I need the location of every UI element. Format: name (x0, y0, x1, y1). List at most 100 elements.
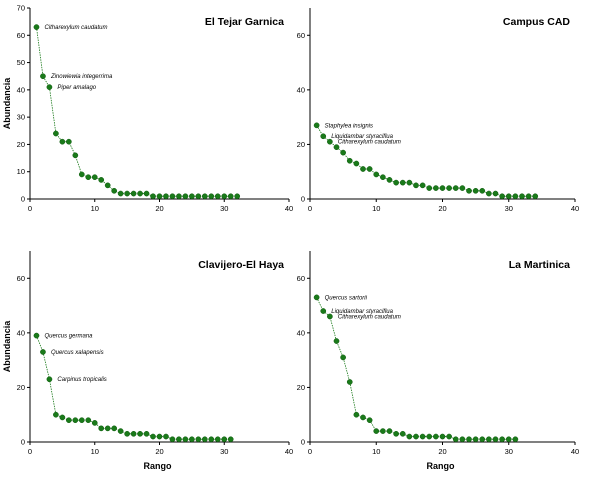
data-point (380, 174, 386, 181)
species-annotation: Liquidambar styraciflua (331, 134, 393, 140)
data-point (85, 417, 92, 424)
x-tick-label: 30 (220, 204, 228, 213)
data-point (33, 24, 40, 30)
data-point (169, 436, 176, 443)
y-tick-label: 30 (17, 113, 25, 122)
data-point (419, 182, 426, 189)
data-point (78, 171, 85, 178)
y-axis-title: Abundancia (2, 320, 12, 372)
data-point (72, 417, 79, 424)
data-point (176, 193, 182, 200)
data-point (340, 354, 346, 361)
data-point (208, 436, 215, 443)
species-annotation: Citharexylum caudatum (44, 25, 107, 31)
data-point (320, 133, 327, 140)
data-point (221, 193, 228, 200)
data-point (519, 193, 525, 200)
x-tick-label: 10 (372, 447, 380, 456)
data-point (353, 411, 360, 418)
data-point (163, 433, 169, 440)
data-point (182, 436, 189, 443)
data-point (156, 193, 163, 200)
data-point (104, 182, 111, 189)
data-point (413, 433, 419, 440)
data-point (227, 193, 234, 200)
data-point (532, 193, 539, 200)
data-point (176, 436, 182, 443)
data-point (386, 428, 393, 434)
data-point (505, 436, 512, 443)
data-point (333, 338, 340, 344)
x-tick-label: 20 (438, 447, 446, 456)
species-annotation: Quercus sartorii (325, 295, 368, 301)
data-point (340, 149, 346, 156)
data-point (373, 171, 380, 178)
data-point (214, 436, 221, 443)
data-point (459, 185, 466, 191)
data-point (53, 130, 59, 137)
species-annotation: Zinowiewia integerrima (50, 74, 113, 80)
data-point (169, 193, 176, 200)
data-point (466, 187, 472, 194)
data-point (182, 193, 189, 200)
y-tick-label: 20 (297, 383, 305, 392)
data-point (452, 436, 459, 443)
y-tick-label: 40 (297, 85, 305, 94)
data-point (479, 436, 486, 443)
data-point (117, 190, 124, 197)
data-point (143, 190, 150, 197)
data-point (98, 425, 105, 432)
chart-title: El Tejar Garnica (205, 16, 284, 28)
data-point (195, 436, 202, 443)
data-point (313, 294, 320, 301)
data-point (40, 73, 46, 80)
x-tick-label: 10 (91, 447, 99, 456)
data-point (104, 425, 111, 432)
data-point (426, 185, 433, 191)
data-point (525, 193, 532, 200)
y-tick-label: 60 (297, 274, 305, 283)
data-point (360, 166, 366, 172)
x-tick-label: 30 (505, 447, 513, 456)
data-point (130, 190, 137, 197)
data-point (486, 436, 492, 443)
species-annotation: Quercus germana (44, 334, 93, 340)
data-point (221, 436, 228, 443)
data-point (366, 166, 373, 172)
data-point (433, 185, 439, 191)
data-point (393, 179, 399, 186)
data-point (426, 433, 433, 440)
x-tick-label: 40 (285, 447, 293, 456)
y-tick-label: 60 (17, 31, 25, 40)
x-tick-label: 40 (571, 204, 579, 213)
data-point (137, 430, 143, 437)
y-tick-label: 60 (297, 31, 305, 40)
data-point (98, 177, 105, 183)
x-tick-label: 10 (91, 204, 99, 213)
data-point (366, 417, 373, 424)
y-tick-label: 40 (17, 85, 25, 94)
data-point (150, 193, 156, 200)
data-point (380, 428, 386, 434)
chart-panel-1: 0 10 20 30 40 50 60 70 0 10 20 30 40 El Tejar Garnica… (2, 4, 293, 214)
data-point (137, 190, 143, 197)
x-tick-label: 30 (220, 447, 228, 456)
chart-title: La Martinica (509, 259, 570, 271)
data-point (466, 436, 472, 443)
data-point (201, 193, 208, 200)
data-point (446, 433, 452, 440)
data-point (505, 193, 512, 200)
data-point (111, 187, 118, 194)
data-point (386, 177, 393, 183)
x-tick-label: 0 (308, 204, 312, 213)
species-annotation: Piper amalago (57, 85, 96, 91)
data-point (353, 160, 360, 167)
data-point (452, 185, 459, 191)
data-point (439, 185, 446, 191)
x-axis-title: Rango (427, 461, 456, 471)
x-tick-label: 0 (308, 447, 312, 456)
data-point (499, 436, 505, 443)
data-point (150, 433, 156, 440)
data-point (59, 414, 66, 421)
